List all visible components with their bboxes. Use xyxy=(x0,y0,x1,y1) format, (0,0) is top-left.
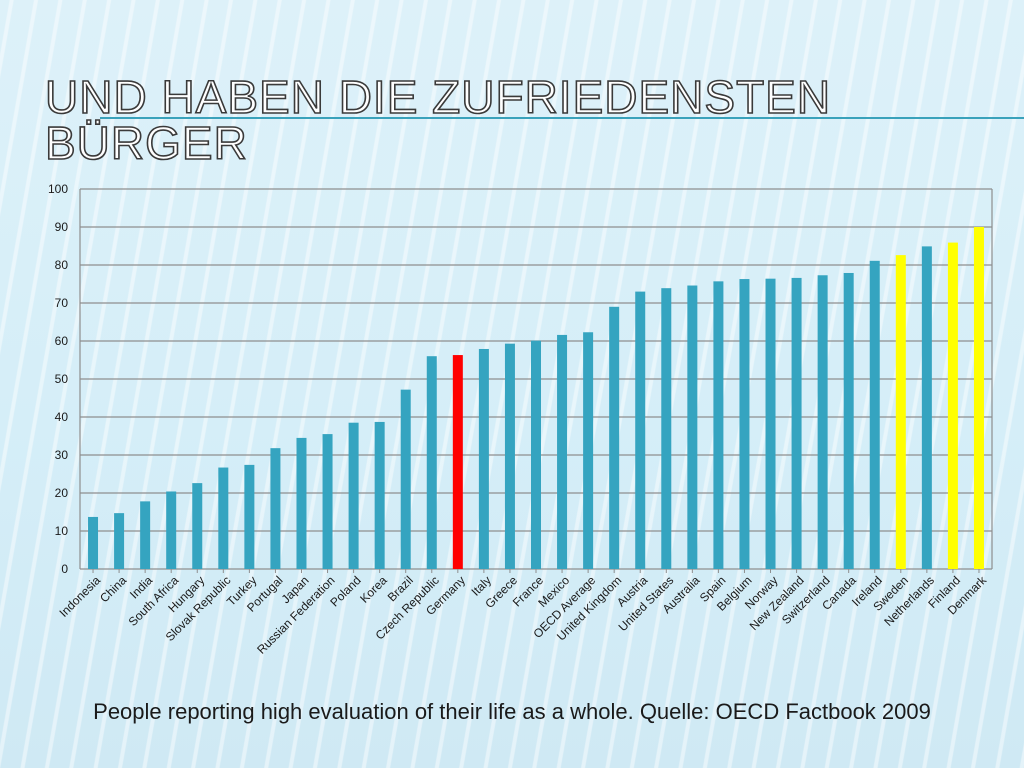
x-tick-label: Korea xyxy=(357,573,390,606)
bar xyxy=(973,227,984,569)
x-tick-label: Indonesia xyxy=(56,573,103,620)
bar xyxy=(218,467,229,569)
y-tick-label: 20 xyxy=(55,486,69,500)
bar xyxy=(140,501,151,569)
x-tick-label: China xyxy=(97,573,129,605)
y-tick-label: 60 xyxy=(55,334,69,348)
bar xyxy=(244,464,255,569)
bar xyxy=(713,281,724,569)
bar xyxy=(739,279,750,569)
bar xyxy=(270,448,281,569)
y-axis-ticks: 0 10 20 30 40 50 60 70 80 90 100 xyxy=(48,182,68,576)
bar xyxy=(947,242,958,569)
bar xyxy=(374,421,385,569)
y-tick-label: 90 xyxy=(55,220,69,234)
bar xyxy=(400,389,411,569)
bar xyxy=(348,422,359,569)
slide-caption: People reporting high evaluation of thei… xyxy=(93,699,931,724)
bar xyxy=(296,437,307,569)
bar xyxy=(583,332,594,569)
title-underline xyxy=(100,117,1024,119)
bar xyxy=(114,513,125,569)
bar xyxy=(661,288,672,569)
slide-title: Und haben die zufriedensten Bürger xyxy=(44,71,832,169)
bar xyxy=(88,516,99,569)
bar xyxy=(843,272,854,569)
bar xyxy=(921,246,932,569)
bar xyxy=(504,343,515,569)
bar xyxy=(687,285,698,569)
y-tick-label: 50 xyxy=(55,372,69,386)
bar xyxy=(791,277,802,569)
chart-bars xyxy=(88,227,984,569)
bar xyxy=(192,483,203,569)
bar xyxy=(895,255,906,569)
bar xyxy=(322,434,333,569)
bar xyxy=(869,260,880,569)
bar xyxy=(765,278,776,569)
y-tick-label: 80 xyxy=(55,258,69,272)
bar xyxy=(426,356,437,569)
bar xyxy=(635,291,646,569)
y-tick-label: 100 xyxy=(48,182,68,196)
y-tick-label: 10 xyxy=(55,524,69,538)
bar xyxy=(531,340,541,569)
y-tick-label: 30 xyxy=(55,448,69,462)
y-tick-label: 0 xyxy=(61,562,68,576)
y-tick-label: 70 xyxy=(55,296,69,310)
bar xyxy=(609,306,620,569)
bar xyxy=(452,355,463,569)
bar xyxy=(478,348,489,569)
bar xyxy=(166,491,177,569)
y-tick-label: 40 xyxy=(55,410,69,424)
bar xyxy=(557,334,568,569)
bar xyxy=(817,275,828,569)
bar-chart: 0 10 20 30 40 50 60 70 80 90 100 IndonesiaChinaInd… xyxy=(48,182,993,657)
